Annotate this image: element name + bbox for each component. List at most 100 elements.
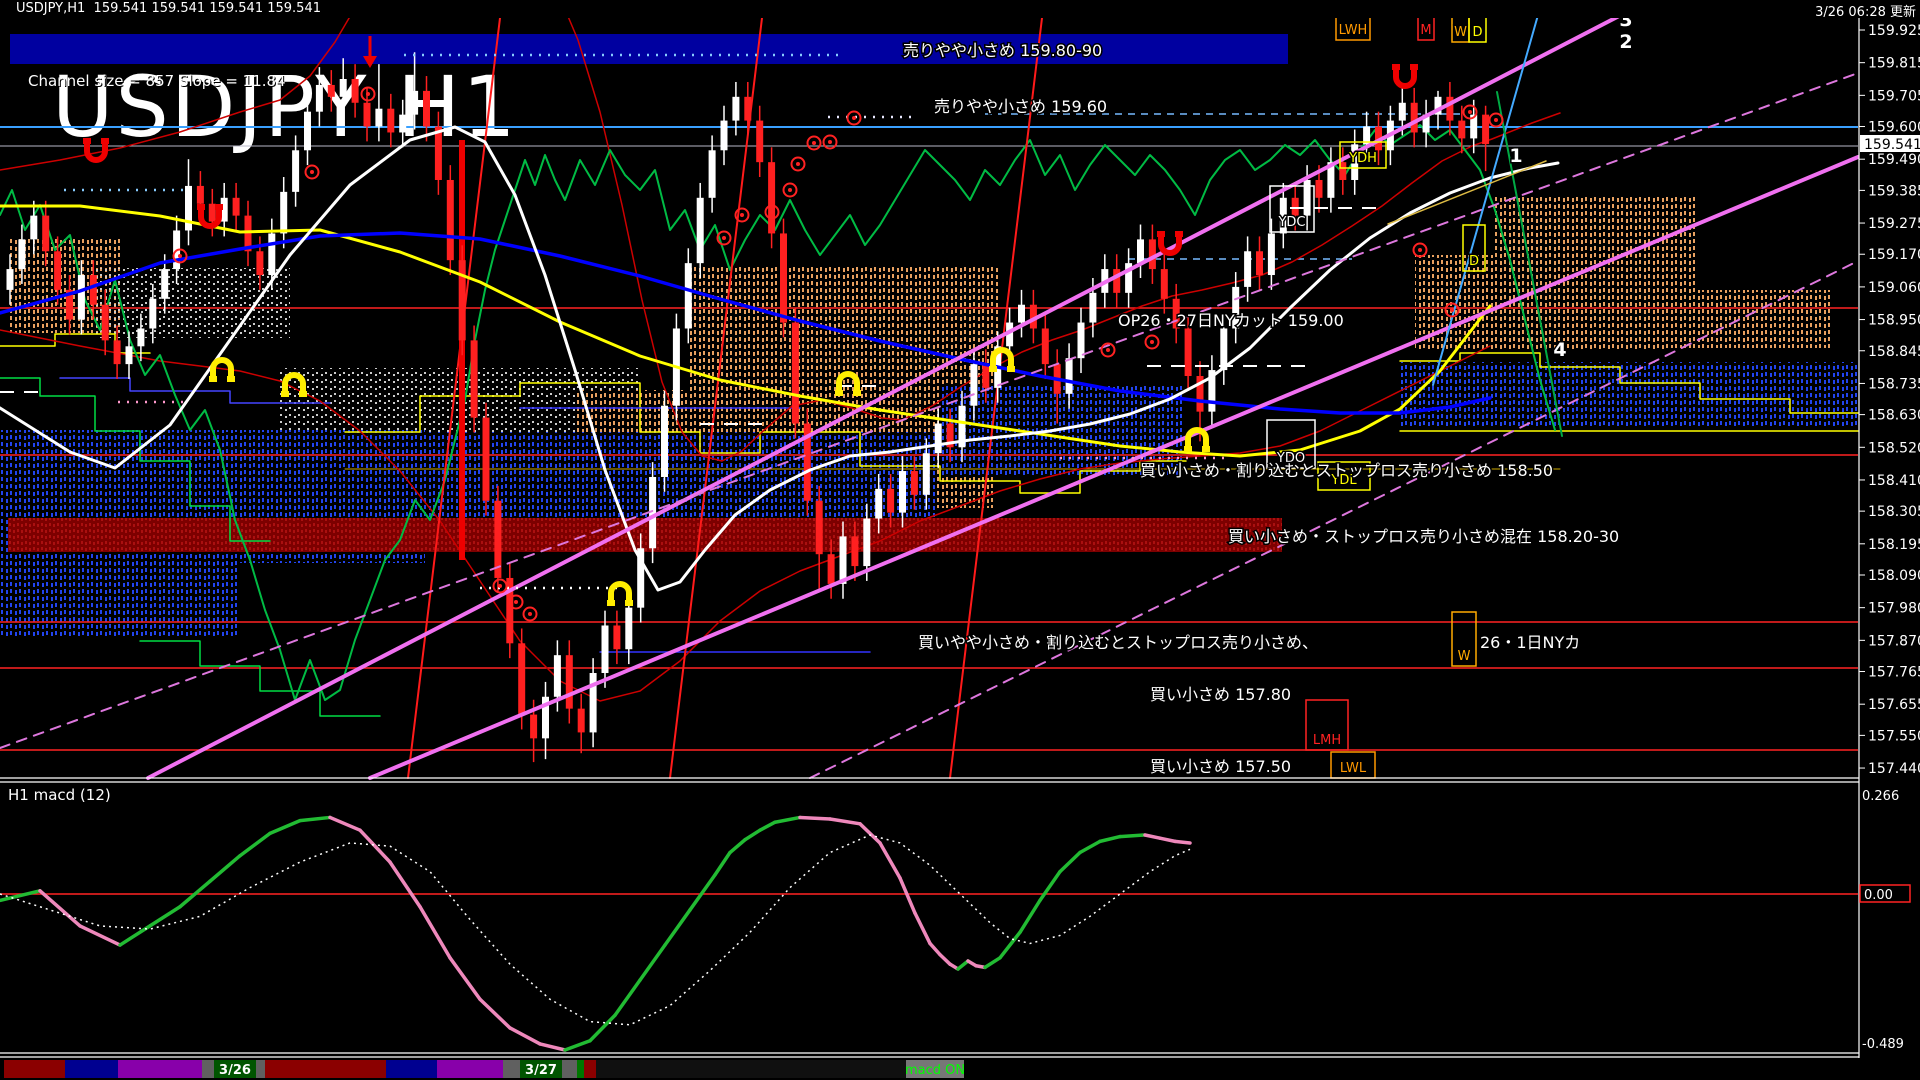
label-box-W — [1451, 611, 1477, 667]
candle-body — [351, 79, 359, 103]
target-mark-icon — [1412, 242, 1428, 258]
target-mark-dot — [788, 188, 792, 192]
target-mark-dot — [1468, 110, 1472, 114]
candle-body — [1018, 304, 1025, 323]
session-segment — [265, 1060, 386, 1078]
target-mark-icon — [1444, 302, 1460, 318]
target-mark-icon — [1462, 104, 1478, 120]
candle-body — [77, 275, 85, 320]
candle-body — [613, 625, 621, 650]
candle-body — [125, 346, 133, 365]
candle-body — [934, 423, 942, 454]
target-mark-icon — [822, 134, 838, 150]
candle-body — [327, 84, 335, 97]
target-mark-dot — [514, 600, 518, 604]
candle-body — [434, 126, 442, 180]
target-mark-dot — [310, 170, 314, 174]
date-label: 3/27 — [525, 1063, 557, 1078]
candle-body — [256, 251, 264, 276]
candle-body — [899, 471, 906, 513]
candle-body — [1184, 328, 1192, 377]
axis-price-label: 157.870 — [1868, 633, 1920, 649]
candle-body — [375, 108, 383, 127]
target-mark-dot — [1150, 340, 1154, 344]
candle-body — [1029, 304, 1037, 329]
candle-body — [553, 655, 561, 697]
candle-body — [946, 423, 954, 448]
axis-price-label: 159.925 — [1868, 23, 1920, 39]
label-box-text: YDL — [1330, 473, 1357, 488]
green-steps-bottom — [139, 640, 381, 717]
annotation-label: 買い小さめ 157.80 — [1150, 685, 1291, 704]
candle-body — [113, 340, 121, 365]
macd-min-label: -0.489 — [1862, 1037, 1904, 1052]
macd-signal-line — [0, 834, 1191, 1026]
violet-dash-1 — [0, 72, 1859, 749]
candle-body — [482, 417, 490, 501]
macd-indicator-label: H1 macd (12) — [8, 786, 111, 804]
target-mark-dot — [366, 92, 370, 96]
macd-main-line — [448, 956, 482, 1002]
violet-dash-2 — [809, 260, 1859, 779]
axis-price-label: 157.655 — [1868, 697, 1920, 713]
macd-main-line — [563, 1038, 592, 1052]
candle-body — [280, 191, 288, 234]
candle-body — [887, 488, 895, 513]
session-segment — [577, 1060, 584, 1078]
macd-main-line — [148, 905, 182, 928]
macd-main-line — [208, 853, 242, 883]
cyan-steep — [1432, 7, 1541, 386]
macd-zero-label: 0.00 — [1864, 888, 1893, 903]
candle-body — [1458, 120, 1466, 139]
macd-main-line — [588, 1013, 617, 1043]
macd-main-line — [688, 873, 717, 912]
macd-main-line — [1173, 839, 1192, 845]
axis-price-label: 158.195 — [1868, 537, 1920, 553]
macd-main-line — [388, 860, 422, 909]
signal-up-icon — [835, 371, 861, 396]
signal-up-icon — [209, 357, 235, 382]
candle-body — [208, 203, 216, 222]
candle-body — [1148, 239, 1156, 270]
yellow-future-top — [1399, 352, 1859, 414]
candle-body — [803, 423, 811, 501]
candle-body — [89, 275, 97, 305]
candle-body — [518, 643, 526, 715]
annotation-label: 買い小さめ・割り込むとストップロス売り小さめ 158.50 — [1140, 461, 1553, 480]
label-box-LMH — [1305, 699, 1349, 751]
label-box-text: D — [1472, 25, 1482, 40]
candle-body — [696, 197, 704, 264]
axis-price-label: 157.440 — [1868, 761, 1920, 777]
candle-body — [292, 150, 300, 192]
candle-body — [863, 518, 871, 567]
label-box-text: LWL — [1340, 761, 1367, 776]
macd-main-line — [1098, 834, 1122, 844]
macd-main-line — [663, 908, 692, 947]
candle-body — [1256, 251, 1263, 276]
candle-body — [18, 239, 26, 270]
macd-main-line — [418, 905, 452, 960]
candle-body — [589, 673, 597, 733]
label-box-text: W — [1458, 649, 1471, 664]
axis-price-label: 159.385 — [1868, 183, 1920, 199]
macd-main-line — [956, 959, 970, 971]
annotation-label: OP26・27日NYカット 159.00 — [1118, 311, 1344, 330]
date-label-bg — [520, 1060, 562, 1078]
axis-price-label: 159.275 — [1868, 216, 1920, 232]
candle-body — [411, 90, 419, 115]
wave-number: 1 — [1509, 145, 1522, 167]
cloud-orange — [1670, 290, 1830, 348]
macd-zero-box — [1859, 884, 1911, 903]
candle-body — [304, 111, 311, 151]
candle-body — [1434, 96, 1442, 115]
candle-body — [1410, 102, 1418, 133]
candle-body — [1077, 322, 1085, 359]
candle-body — [815, 500, 823, 555]
session-segment — [386, 1060, 437, 1078]
label-box-YDC — [1269, 185, 1315, 233]
axis-price-label: 157.980 — [1868, 601, 1920, 617]
candle-body — [458, 260, 466, 341]
ma-blue — [0, 231, 1492, 415]
